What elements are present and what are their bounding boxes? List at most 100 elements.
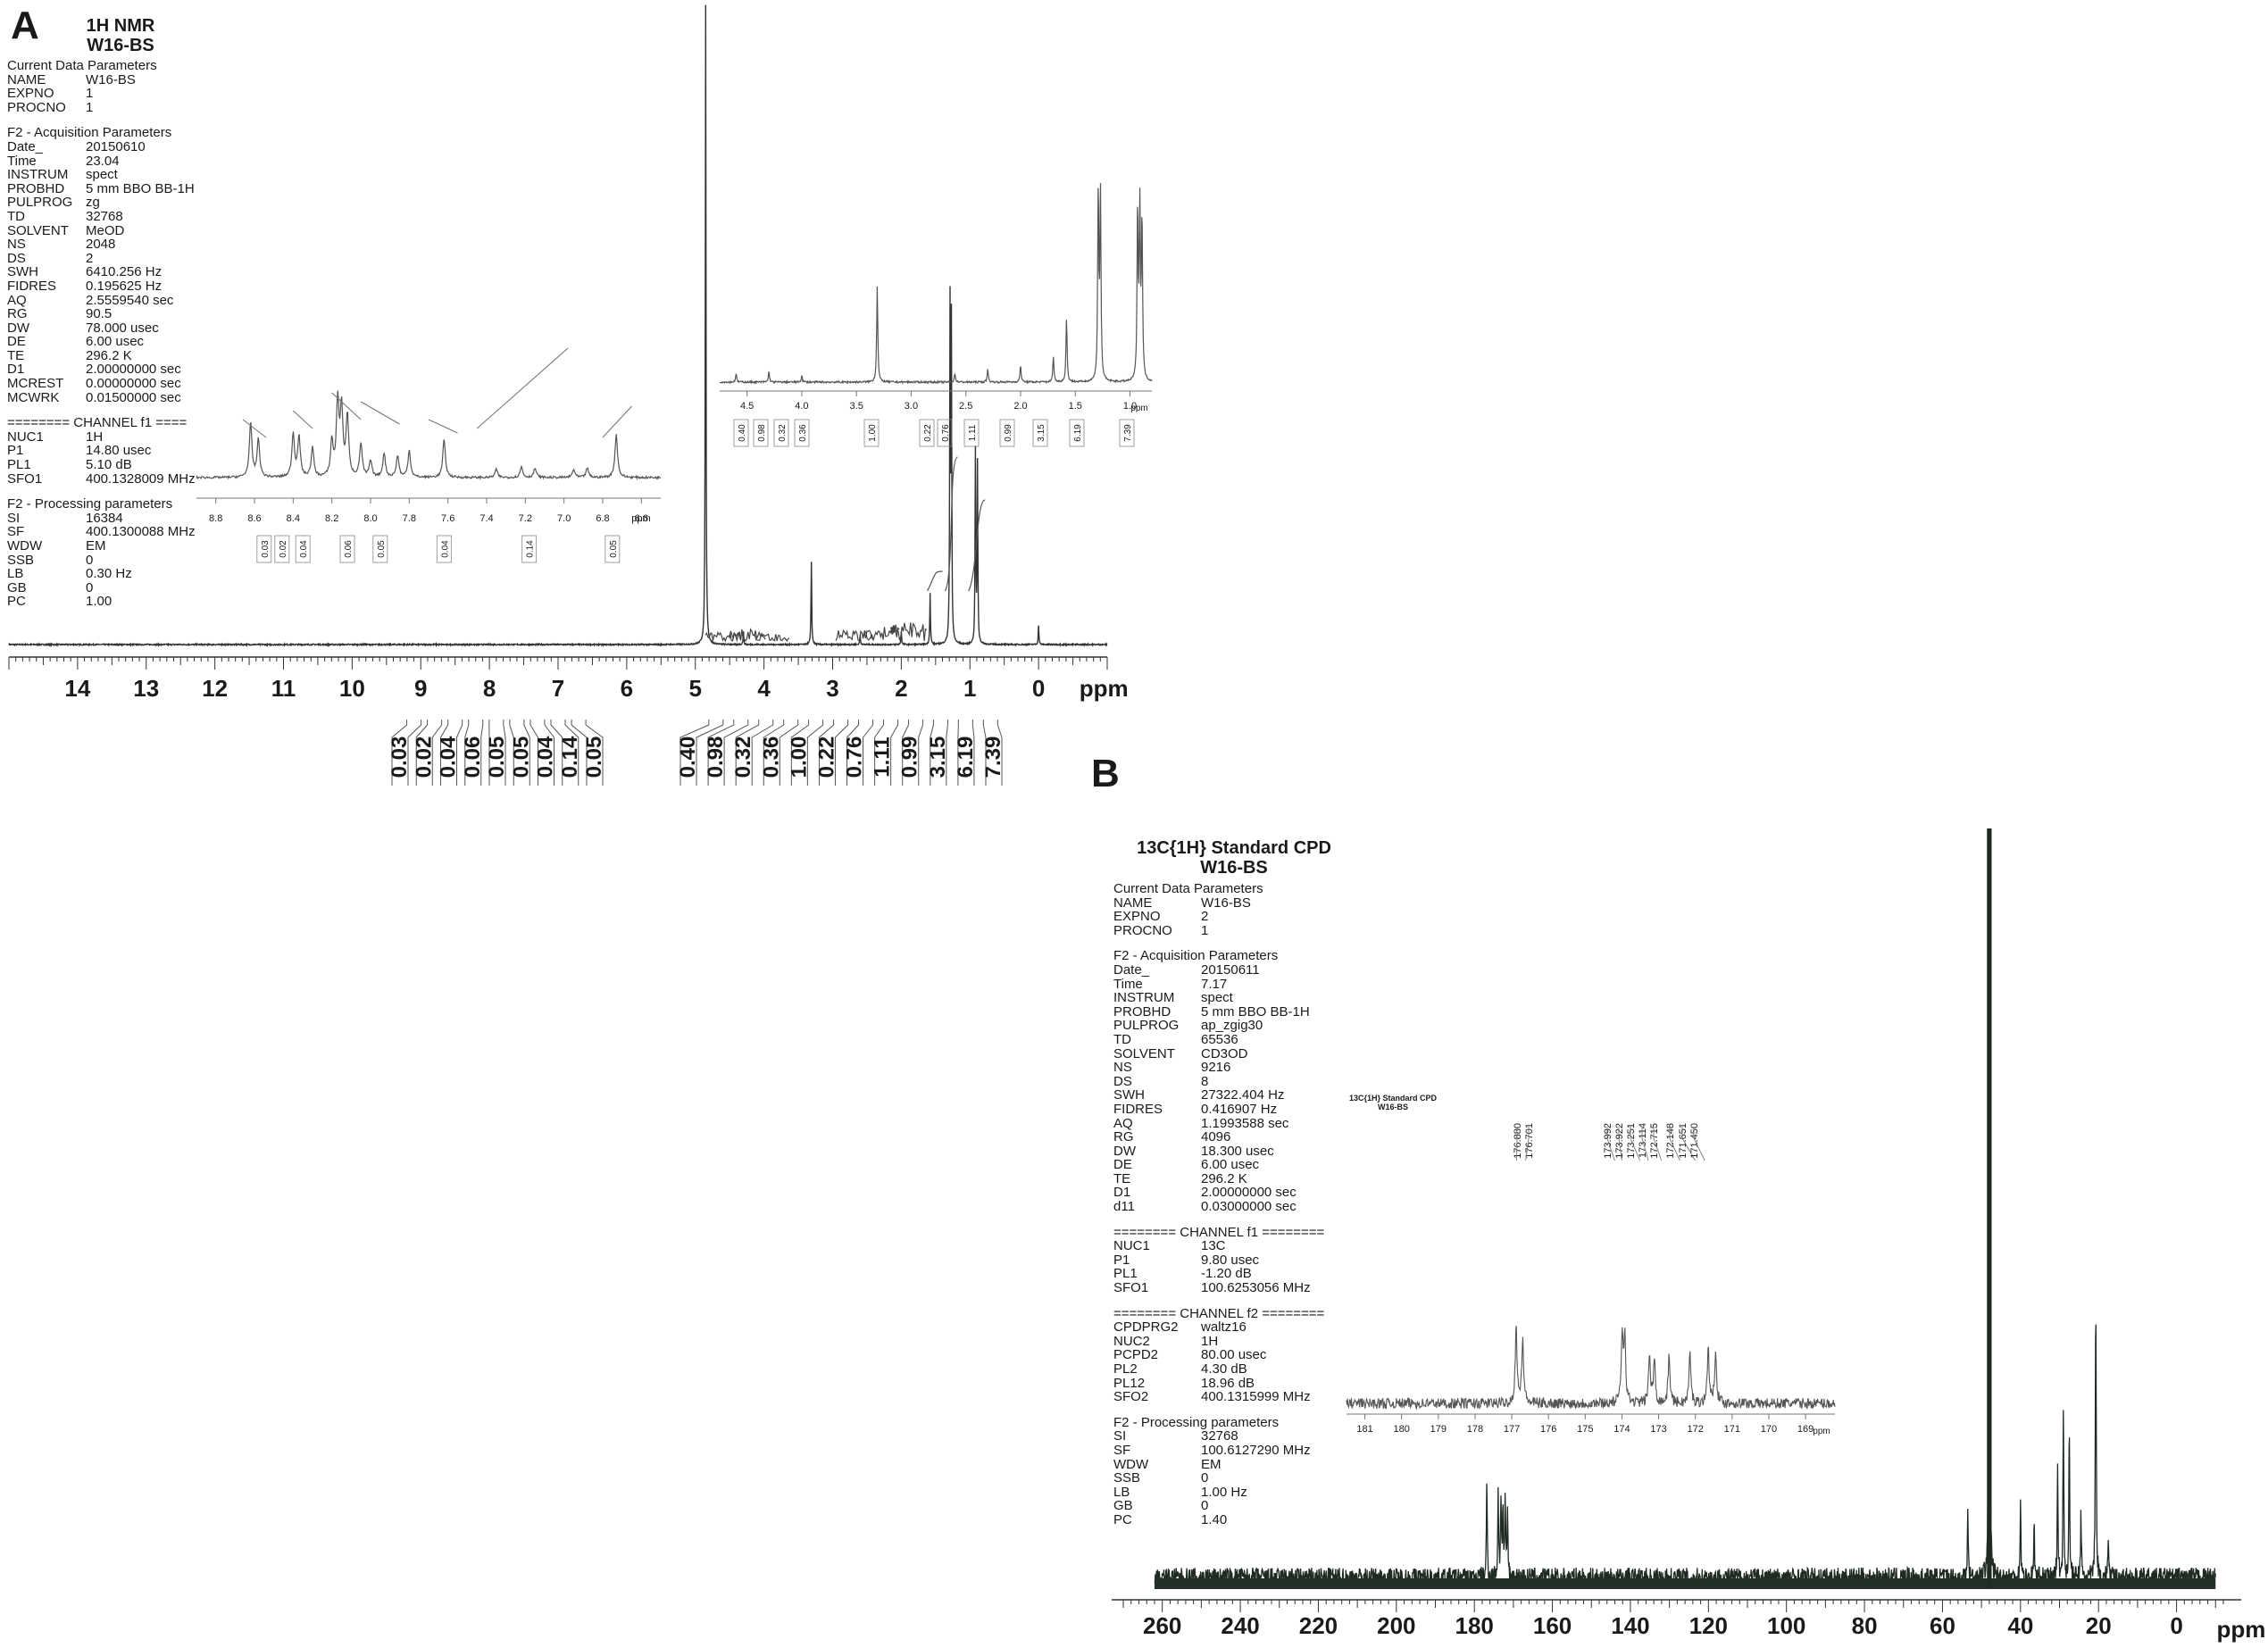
panel-a-param-row: TE 296.2 K	[7, 349, 196, 363]
panel-a-param-key: AQ	[7, 292, 27, 308]
panel-b-param-row: TE 296.2 K	[1113, 1172, 1324, 1186]
c13-tick-label: 160	[1533, 1612, 1572, 1639]
panel-b-param-key: DW	[1113, 1143, 1136, 1159]
h1-tick-label: 2	[895, 675, 907, 702]
panel-b-param-key: PL1	[1113, 1266, 1138, 1282]
panel-b-title-line2: W16-BS	[1200, 858, 1268, 878]
c13-inset-tick-label: 179	[1430, 1424, 1447, 1435]
panel-b-param-row: d11 0.03000000 sec	[1113, 1200, 1324, 1214]
h1-integral-value: 0.06	[461, 737, 485, 778]
panel-a-param-row: MCREST 0.00000000 sec	[7, 377, 196, 391]
h1-tick-label: 8	[483, 675, 496, 702]
c13-inset-leader-line	[1641, 1127, 1649, 1161]
panel-a-param-row: SOLVENT MeOD	[7, 223, 196, 238]
panel-b-param-value: 296.2 K	[1201, 1170, 1247, 1186]
panel-a-param-value: 0.195625 Hz	[86, 278, 163, 294]
panel-b-param-row: FIDRES 0.416907 Hz	[1113, 1103, 1324, 1117]
panel-b-param-key: FIDRES	[1113, 1101, 1163, 1117]
panel-a-param-value: 5 mm BBO BB-1H	[86, 180, 195, 196]
panel-a-param-value: 16384	[86, 510, 123, 526]
panel-b-param-key: d11	[1113, 1199, 1135, 1215]
panel-b-param-key: CPDPRG2	[1113, 1319, 1179, 1336]
panel-b-param-value: 4.30 dB	[1201, 1361, 1247, 1377]
h1-inset2-tick-label: 1.5	[1069, 401, 1082, 412]
panel-b-param-key: SWH	[1113, 1087, 1145, 1103]
panel-b-param-key: NS	[1113, 1060, 1132, 1076]
panel-b-param-row: DE 6.00 usec	[1113, 1158, 1324, 1172]
panel-a-param-value: 0	[86, 552, 94, 568]
panel-a-param-row: PL1 5.10 dB	[7, 458, 196, 472]
c13-inset-trace	[1346, 1326, 1836, 1411]
h1-inset2-trace	[719, 183, 1153, 385]
h1-inset2-integral-box	[794, 419, 810, 447]
panel-a-param-value: 2.5559540 sec	[86, 292, 174, 308]
panel-a-param-key: GB	[7, 579, 27, 595]
panel-b-param-key: EXPNO	[1113, 909, 1161, 925]
panel-a-param-value: 5.10 dB	[86, 457, 132, 473]
panel-b-param-row: Time 7.17	[1113, 977, 1324, 992]
h1-inset2-integral-box	[963, 419, 980, 447]
h1-integral-value: 0.05	[485, 737, 509, 778]
panel-a-param-key: EXPNO	[7, 86, 54, 102]
h1-integral-bracket	[680, 720, 724, 786]
c13-inset-tick-label: 171	[1724, 1424, 1740, 1435]
panel-b-param-value: 20150611	[1201, 961, 1260, 978]
panel-a-param-row: DE 6.00 usec	[7, 335, 196, 349]
panel-a-param-value: 0.30 Hz	[86, 566, 132, 582]
panel-b-param-value: 1H	[1201, 1333, 1219, 1349]
panel-a-param-row: LB 0.30 Hz	[7, 567, 196, 581]
panel-a-param-key: SI	[7, 510, 21, 526]
h1-integral-value: 0.03	[388, 737, 412, 778]
panel-b-param-value: EM	[1201, 1456, 1222, 1472]
c13-tick-label: 20	[2086, 1612, 2112, 1639]
panel-b-param-key: TD	[1113, 1031, 1131, 1047]
panel-a-param-value: 400.1328009 MHz	[86, 470, 196, 487]
panel-b-param-value: CD3OD	[1201, 1045, 1248, 1061]
h1-inset1-tick-label: 7.4	[479, 513, 493, 524]
panel-b-param-value: 0.416907 Hz	[1201, 1101, 1278, 1117]
c13-inset-leader-line	[1525, 1127, 1530, 1161]
h1-integral-value: 0.98	[704, 737, 728, 778]
h1-inset1-tick-label: 7.2	[519, 513, 532, 524]
panel-a-param-key: Time	[7, 153, 37, 169]
panel-b-param-value: 400.1315999 MHz	[1201, 1389, 1311, 1405]
h1-inset2-tick-label: 1.0	[1123, 401, 1137, 412]
h1-spectrum-trace	[8, 4, 1108, 648]
panel-b-param-key: TE	[1113, 1170, 1131, 1186]
panel-b-param-row: NUC2 1H	[1113, 1335, 1324, 1349]
h1-tick-label: 3	[826, 675, 838, 702]
c13-inset-peak-label: 171.651	[1678, 1123, 1688, 1159]
h1-integral-bracket	[957, 720, 975, 786]
h1-inset1-integral-value: 0.14	[526, 540, 536, 558]
panel-a-parameters: Current Data Parameters NAME W16-BS EXPNO 1 P…	[7, 59, 196, 609]
panel-a-param-row: PROCNO 1	[7, 101, 196, 115]
h1-inset2-integral-value: 1.11	[968, 424, 978, 441]
h1-multiplet-cluster	[863, 624, 900, 641]
h1-inset2-integral-value: 0.36	[798, 424, 808, 442]
panel-b-param-value: 2.00000000 sec	[1201, 1185, 1297, 1201]
panel-a-param-row: PROBHD 5 mm BBO BB-1H	[7, 182, 196, 196]
panel-a-param-row: GB 0	[7, 581, 196, 595]
c13-inset-tick-label: 180	[1394, 1424, 1410, 1435]
panel-a-param-row: NAME W16-BS	[7, 72, 196, 87]
panel-a-param-row: NUC1 1H	[7, 430, 196, 445]
h1-inset1-integral-line	[476, 347, 569, 429]
h1-integral-curve	[927, 570, 943, 592]
h1-integral-value: 1.11	[871, 737, 895, 777]
c13-inset-subtitle: W16-BS	[1378, 1103, 1408, 1111]
c13-inset-tick-label: 174	[1613, 1424, 1630, 1435]
panel-b-param-key: NUC1	[1113, 1238, 1150, 1254]
panel-a-param-key: DS	[7, 250, 26, 266]
panel-b-param-row: P1 9.80 usec	[1113, 1253, 1324, 1268]
panel-a-label: A	[11, 4, 39, 47]
panel-b-param-value: W16-BS	[1201, 895, 1251, 911]
h1-inset1-integral-box	[295, 535, 311, 563]
h1-integral-bracket	[571, 720, 604, 786]
panel-a-param-row: D1 2.00000000 sec	[7, 362, 196, 377]
panel-b-param-value: 100.6253056 MHz	[1201, 1280, 1311, 1296]
h1-multiplet-cluster	[835, 628, 872, 642]
panel-a-param-key: D1	[7, 362, 25, 378]
panel-b-param-key: PCPD2	[1113, 1347, 1159, 1363]
panel-a-param-key: NS	[7, 237, 26, 253]
